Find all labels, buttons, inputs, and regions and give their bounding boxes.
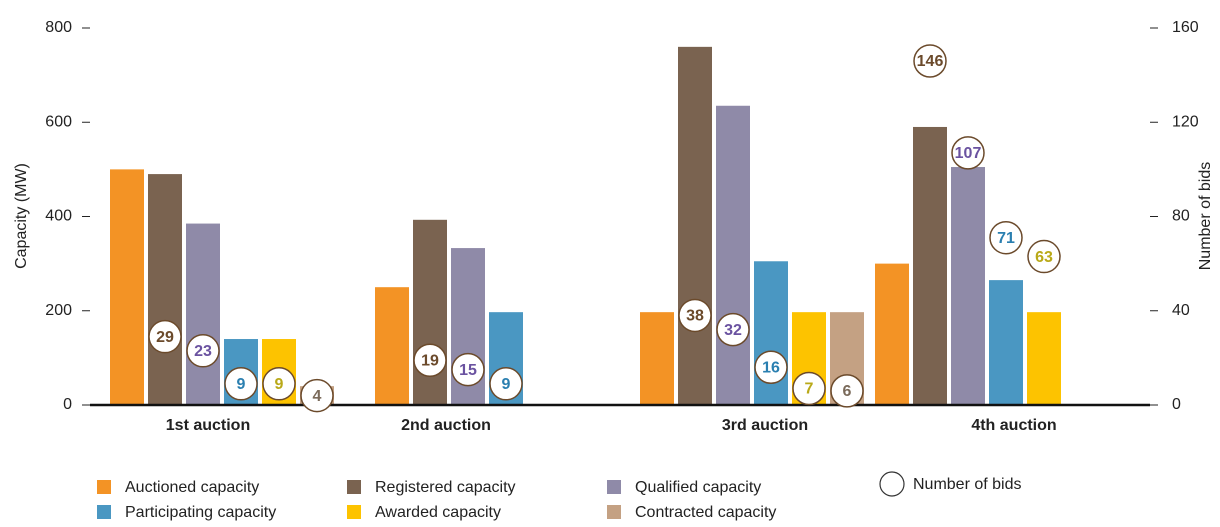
x-tick-label: 2nd auction [401,417,491,434]
legend-label: Registered capacity [375,479,516,496]
bid-marker [186,334,220,368]
bid-marker [262,367,296,401]
y2-tick-label: 120 [1172,113,1199,130]
legend-swatch [347,505,361,519]
bar [413,219,447,405]
legend-swatch [97,480,111,494]
bid-label: 146 [917,53,944,70]
bid-marker [678,298,712,333]
bid-label: 4 [313,388,322,405]
bar [875,263,909,405]
bid-marker [754,350,788,385]
legend-label: Number of bids [913,476,1022,493]
bid-marker [224,367,258,401]
legend-swatch [97,505,111,519]
x-tick-label: 4th auction [971,417,1056,434]
bar [186,223,220,405]
bid-marker [413,343,447,377]
y-axis-label: Capacity (MW) [13,163,30,269]
bid-marker [489,367,523,401]
bar [640,312,674,405]
bid-label: 29 [156,329,174,346]
bid-marker [300,378,334,413]
y2-tick-label: 80 [1172,208,1190,225]
bid-label: 71 [997,230,1015,247]
legend-label: Participating capacity [125,504,276,521]
y2-tick-label: 0 [1172,396,1181,413]
legend-swatch [607,505,621,519]
bar [110,169,144,405]
bid-marker [830,374,864,408]
bid-label: 7 [805,381,814,398]
bid-marker [951,136,985,170]
bid-marker [792,371,826,406]
bar [1027,312,1061,405]
bid-label: 9 [502,376,511,393]
bid-marker [1027,239,1061,274]
y2-tick-label: 160 [1172,19,1199,36]
bid-label: 107 [955,145,982,162]
bid-marker [451,352,485,387]
y-tick-label: 800 [45,19,72,36]
legend-label: Contracted capacity [635,504,776,521]
bar [989,280,1023,405]
bid-marker [716,312,750,347]
legend-label: Awarded capacity [375,504,501,521]
bid-marker [148,319,182,354]
bid-label: 9 [275,376,284,393]
bid-label: 23 [194,343,212,360]
y-tick-label: 400 [45,208,72,225]
bar [716,105,750,405]
bid-label: 9 [237,376,246,393]
legend-swatch [607,480,621,494]
bid-label: 15 [459,362,477,379]
bid-label: 63 [1035,249,1053,266]
y-tick-label: 200 [45,302,72,319]
bid-label: 32 [724,322,742,339]
x-tick-label: 3rd auction [722,417,808,434]
y2-axis-label: Number of bids [1197,162,1214,271]
legend-label: Auctioned capacity [125,479,259,496]
bar [913,126,947,406]
bar [148,174,182,405]
bid-label: 6 [843,383,852,400]
legend-swatch [347,480,361,494]
bid-marker [989,220,1023,255]
bar [375,287,409,405]
y-tick-label: 600 [45,113,72,130]
y-tick-label: 0 [63,396,72,413]
bar [678,46,712,405]
bid-label: 19 [421,352,439,369]
legend-label: Qualified capacity [635,479,761,496]
bar [951,167,985,405]
x-tick-label: 1st auction [166,417,250,434]
bid-marker [913,44,947,78]
bid-label: 38 [686,308,704,325]
bid-label: 16 [762,360,780,377]
y2-tick-label: 40 [1172,302,1190,319]
legend-marker [879,471,905,497]
